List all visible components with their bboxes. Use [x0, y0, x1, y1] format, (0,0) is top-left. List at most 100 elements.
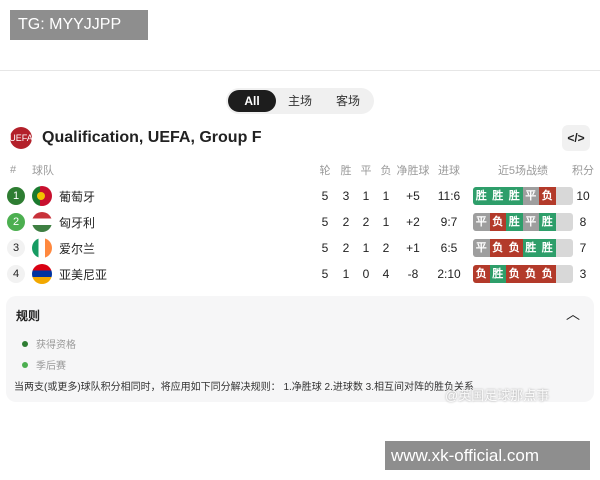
- form-result: 胜: [489, 187, 506, 205]
- form-strip: 平负胜平胜: [473, 213, 573, 231]
- legend-qualified: 获得资格: [22, 336, 76, 351]
- form-result: 负: [539, 265, 556, 283]
- form-strip: 平负负胜胜: [473, 239, 573, 257]
- rank-badge: 4: [7, 265, 25, 283]
- rules-title: 规则: [16, 309, 41, 323]
- form-result: 胜: [473, 187, 490, 205]
- cell-drawn: 0: [362, 267, 370, 281]
- col-gd: 净胜球: [396, 165, 430, 177]
- form-result: 负: [489, 213, 506, 231]
- tab-away[interactable]: 客场: [335, 94, 360, 108]
- rank-badge: 1: [7, 187, 25, 205]
- rank-badge: 2: [7, 213, 25, 231]
- form-result: 胜: [506, 187, 523, 205]
- team-flag-icon: [32, 186, 52, 206]
- tab-all[interactable]: All: [228, 90, 276, 112]
- form-result: 负: [489, 239, 506, 257]
- team-name[interactable]: 爱尔兰: [59, 241, 96, 256]
- col-lost: 负: [380, 165, 392, 177]
- form-result: 负: [539, 187, 556, 205]
- cell-lost: 1: [382, 189, 390, 203]
- cell-played: 5: [321, 241, 329, 255]
- cell-won: 1: [342, 267, 350, 281]
- uefa-logo: UEFA: [9, 127, 33, 149]
- legend-label: 获得资格: [36, 340, 76, 351]
- form-result: 平: [522, 187, 539, 205]
- rules-panel: 规则 ︿ 获得资格 季后赛 当两支(或更多)球队积分相同时，将应用如下同分解决规…: [6, 296, 594, 402]
- cell-won: 2: [342, 241, 350, 255]
- col-goals: 进球: [438, 165, 460, 177]
- col-team: 球队: [32, 165, 54, 177]
- col-form: 近5场战绩: [497, 165, 549, 177]
- team-name[interactable]: 亚美尼亚: [59, 267, 108, 282]
- form-result: 负: [473, 265, 490, 283]
- cell-gd: +5: [406, 189, 420, 203]
- form-result: 胜: [489, 265, 506, 283]
- cell-gd: +1: [406, 241, 420, 255]
- cell-points: 3: [579, 267, 587, 281]
- cell-lost: 4: [382, 267, 390, 281]
- col-points: 积分: [572, 165, 594, 177]
- cell-points: 10: [576, 189, 590, 203]
- cell-played: 5: [321, 215, 329, 229]
- divider: [0, 70, 600, 71]
- form-result: 平: [522, 213, 539, 231]
- form-strip: 胜胜胜平负: [473, 187, 573, 205]
- form-result: 平: [473, 213, 490, 231]
- cell-goals: 11:6: [437, 189, 461, 203]
- form-result: 负: [506, 265, 523, 283]
- form-result: 负: [506, 239, 523, 257]
- cell-gd: +2: [406, 215, 420, 229]
- cell-goals: 9:7: [440, 215, 458, 229]
- col-played: 轮: [319, 165, 331, 177]
- cell-points: 8: [579, 215, 587, 229]
- page-title: Qualification, UEFA, Group F: [42, 129, 262, 146]
- legend-label: 季后赛: [36, 361, 66, 372]
- rank-badge: 3: [7, 239, 25, 257]
- form-result: 负: [522, 265, 539, 283]
- cell-points: 7: [579, 241, 587, 255]
- cell-won: 3: [342, 189, 350, 203]
- team-flag-icon: [32, 238, 52, 258]
- form-result: 平: [473, 239, 490, 257]
- team-name[interactable]: 匈牙利: [59, 215, 96, 230]
- cell-lost: 1: [382, 215, 390, 229]
- bottom-overlay-label: www.xk-official.com: [385, 441, 590, 470]
- tiebreak-note: 当两支(或更多)球队积分相同时，将应用如下同分解决规则： 1.净胜球 2.进球数…: [14, 382, 475, 393]
- col-rank: #: [10, 164, 17, 176]
- form-strip: 负胜负负负: [473, 265, 573, 283]
- table-row[interactable]: 1 葡萄牙 5 3 1 1 +5 11:6 胜胜胜平负 10: [0, 184, 600, 208]
- watermark: @英国足球那点事: [445, 388, 550, 403]
- cell-drawn: 1: [362, 189, 370, 203]
- form-result: 胜: [522, 239, 539, 257]
- qualified-dot-icon: [22, 340, 28, 347]
- form-result: 胜: [506, 213, 523, 231]
- table-row[interactable]: 4 亚美尼亚 5 1 0 4 -8 2:10 负胜负负负 3: [0, 262, 600, 286]
- cell-drawn: 2: [362, 215, 370, 229]
- cell-lost: 2: [382, 241, 390, 255]
- cell-played: 5: [321, 189, 329, 203]
- cell-won: 2: [342, 215, 350, 229]
- cell-goals: 6:5: [440, 241, 458, 255]
- table-row[interactable]: 3 爱尔兰 5 2 1 2 +1 6:5 平负负胜胜 7: [0, 236, 600, 260]
- team-flag-icon: [32, 212, 52, 232]
- cell-played: 5: [321, 267, 329, 281]
- top-overlay-label: TG: MYYJJPP: [10, 10, 148, 40]
- form-result: 胜: [539, 239, 556, 257]
- col-drawn: 平: [360, 165, 372, 177]
- venue-tabs: All 主场 客场: [226, 88, 374, 114]
- team-name[interactable]: 葡萄牙: [59, 189, 96, 204]
- table-row[interactable]: 2 匈牙利 5 2 2 1 +2 9:7 平负胜平胜 8: [0, 210, 600, 234]
- legend-playoff: 季后赛: [22, 357, 66, 372]
- embed-code-button[interactable]: </>: [562, 125, 590, 151]
- group-header: UEFA Qualification, UEFA, Group F </>: [9, 125, 590, 151]
- chevron-up-icon[interactable]: ︿: [566, 306, 580, 322]
- cell-gd: -8: [407, 267, 419, 281]
- cell-goals: 2:10: [437, 267, 461, 281]
- form-result: 胜: [539, 213, 556, 231]
- cell-drawn: 1: [362, 241, 370, 255]
- col-won: 胜: [340, 165, 352, 177]
- table-header: # 球队 轮 胜 平 负 净胜球 进球 近5场战绩 积分: [0, 158, 600, 182]
- tab-home[interactable]: 主场: [287, 94, 312, 108]
- playoff-dot-icon: [22, 361, 28, 368]
